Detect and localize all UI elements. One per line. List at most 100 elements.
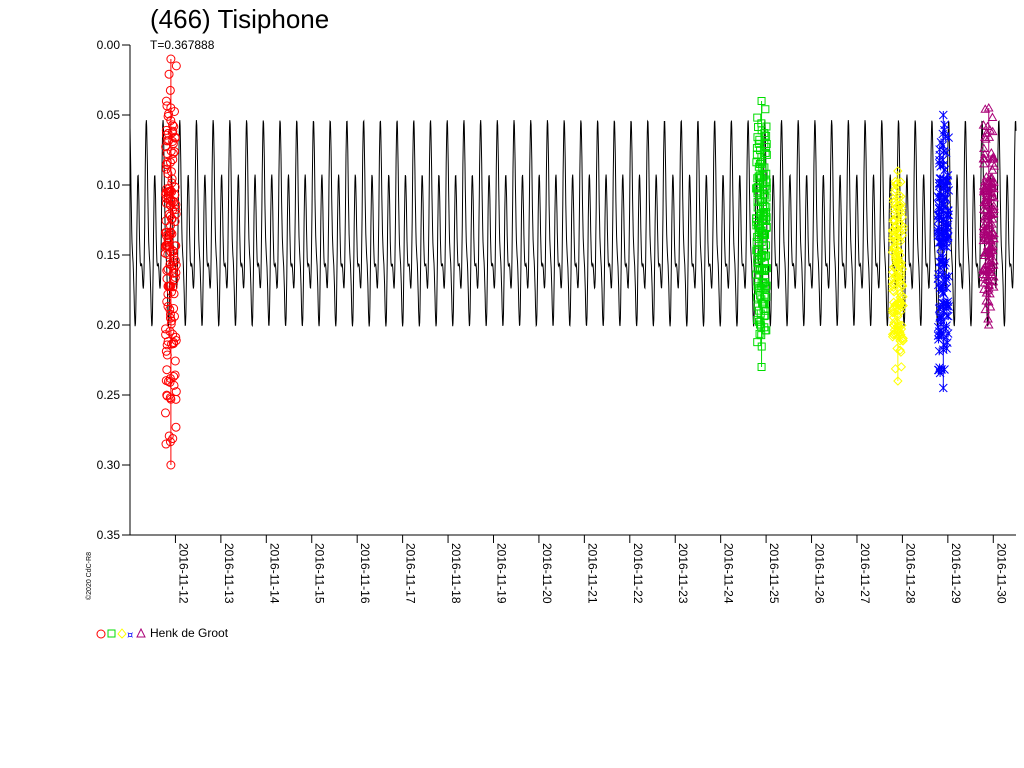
data-point (980, 233, 991, 243)
data-point (754, 162, 763, 171)
y-tick-label: 0.20 (97, 318, 121, 332)
data-point (162, 391, 172, 401)
legend-marker-square (107, 629, 116, 638)
data-point (171, 61, 181, 71)
data-point (942, 321, 951, 330)
data-point (942, 311, 952, 321)
data-point (168, 205, 178, 215)
data-point (166, 319, 176, 329)
x-tick-label: 2016-11-12 (176, 543, 190, 604)
x-tick-label: 2016-11-22 (631, 543, 645, 604)
data-point (753, 338, 762, 347)
data-point (934, 238, 944, 247)
data-point (756, 146, 765, 155)
data-point (167, 174, 177, 184)
data-point (940, 125, 949, 135)
data-point (935, 213, 945, 223)
data-point (760, 129, 769, 138)
data-point (170, 356, 180, 366)
data-point (980, 250, 990, 259)
data-point (165, 309, 175, 319)
data-point (981, 269, 991, 279)
data-point (162, 160, 172, 170)
legend: ¤ Henk de Groot (96, 626, 228, 640)
data-point (761, 105, 770, 114)
data-point (892, 306, 903, 316)
x-tick-label: 2016-11-23 (676, 543, 690, 604)
data-point (986, 148, 997, 157)
legend-marker-star: ¤ (127, 630, 133, 639)
data-point (762, 150, 771, 159)
data-point (983, 220, 993, 230)
data-point (760, 215, 769, 224)
data-point (891, 179, 902, 189)
data-point (987, 187, 997, 197)
data-point (171, 332, 181, 342)
data-point (161, 227, 171, 237)
data-point (756, 309, 765, 318)
data-point (933, 365, 943, 375)
x-tick-label: 2016-11-29 (949, 543, 963, 604)
x-tick-label: 2016-11-15 (313, 543, 327, 604)
data-point (762, 193, 771, 202)
data-point (887, 307, 898, 318)
data-point (978, 153, 989, 163)
legend-marker-diamond (117, 628, 127, 639)
data-point (987, 209, 998, 218)
data-point (888, 303, 898, 314)
data-point (753, 183, 762, 192)
data-point (169, 289, 179, 299)
data-point (753, 113, 762, 122)
data-point (164, 109, 174, 119)
data-point (758, 198, 767, 207)
data-point (887, 273, 898, 284)
data-point (896, 191, 906, 202)
data-point (161, 231, 171, 241)
data-point (753, 248, 762, 257)
x-tick-label: 2016-11-25 (767, 543, 781, 604)
data-point (166, 460, 176, 470)
data-point (980, 304, 991, 314)
data-point (935, 313, 944, 322)
data-point (168, 257, 178, 267)
x-tick-label: 2016-11-27 (858, 543, 872, 604)
data-point (760, 252, 769, 261)
data-point (978, 120, 989, 129)
data-point (890, 255, 901, 265)
data-point (754, 223, 763, 232)
model-curve (129, 119, 1017, 328)
data-point (934, 224, 944, 234)
data-point (893, 200, 903, 211)
data-point (161, 142, 171, 152)
data-point (162, 136, 172, 146)
data-point (888, 282, 899, 293)
data-point (165, 437, 175, 447)
data-point (752, 246, 761, 255)
x-tick-label: 2016-11-20 (540, 543, 554, 604)
data-point (171, 422, 181, 432)
data-point (165, 313, 175, 323)
legend-marker-triangle (136, 627, 146, 638)
data-point (169, 268, 179, 278)
data-point (896, 207, 906, 218)
data-point (761, 182, 770, 191)
data-point (934, 204, 944, 214)
data-point (162, 350, 172, 360)
data-point (988, 208, 999, 218)
data-point (895, 327, 905, 337)
data-point (170, 241, 180, 251)
data-point (892, 266, 902, 276)
data-point (753, 133, 762, 142)
data-point (942, 175, 951, 185)
x-tick-label: 2016-11-19 (494, 543, 508, 604)
data-point (164, 69, 174, 79)
data-point (941, 272, 951, 282)
data-point (935, 155, 944, 165)
data-point (895, 236, 906, 247)
data-point (753, 203, 762, 212)
data-point (891, 250, 901, 260)
data-point (940, 194, 949, 204)
data-point (989, 192, 999, 202)
data-point (162, 149, 172, 159)
data-point (161, 193, 171, 203)
